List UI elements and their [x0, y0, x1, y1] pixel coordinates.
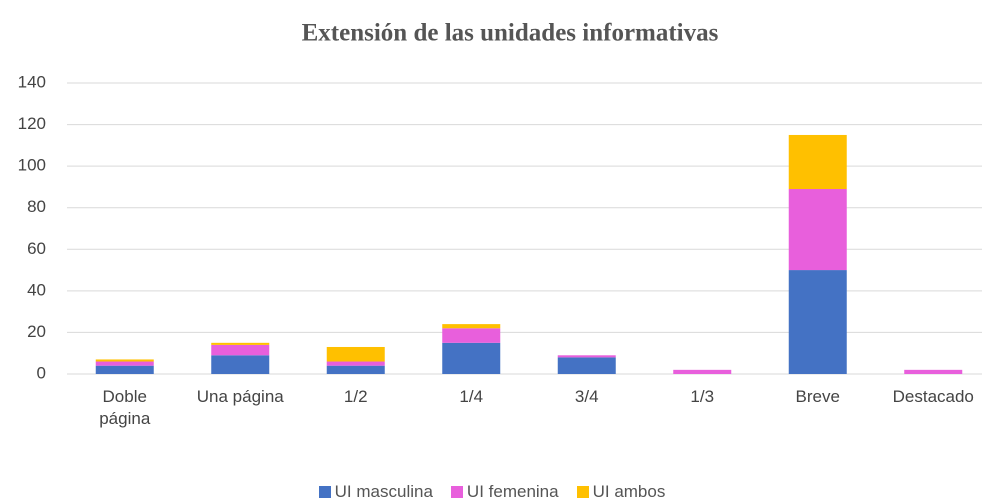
- bar-segment: [904, 369, 963, 374]
- bar-segment: [326, 361, 385, 366]
- bar-segment: [442, 328, 501, 343]
- bar-segment: [442, 324, 501, 329]
- bar-segment: [557, 357, 616, 374]
- y-tick-label: 20: [27, 322, 46, 341]
- legend-label: UI femenina: [466, 482, 559, 501]
- chart-title: Extensión de las unidades informativas: [302, 20, 719, 47]
- legend-label: UI masculina: [334, 482, 433, 501]
- bar-segment: [211, 344, 270, 356]
- legend-swatch: [318, 486, 331, 498]
- y-tick-label: 80: [27, 197, 46, 216]
- bar-segment: [326, 365, 385, 374]
- x-tick-label: Una página: [196, 387, 284, 406]
- bar-segment: [95, 359, 154, 362]
- legend-item: UI femenina: [450, 482, 559, 502]
- y-tick-label: 60: [27, 239, 46, 258]
- y-tick-label: 120: [18, 114, 46, 133]
- bar-segment: [95, 365, 154, 374]
- bar-segment: [211, 355, 270, 374]
- bar-segment: [788, 189, 847, 271]
- legend-swatch: [576, 486, 589, 498]
- y-tick-label: 40: [27, 280, 46, 299]
- x-tick-label: Breve: [795, 387, 840, 406]
- bar-segment: [557, 355, 616, 358]
- y-tick-label: 140: [18, 72, 46, 91]
- y-tick-label: 100: [18, 156, 46, 175]
- legend-swatch: [450, 486, 463, 498]
- y-tick-label: 0: [37, 363, 46, 382]
- bar-segment: [211, 342, 270, 345]
- bar-segment: [326, 346, 385, 362]
- bar-segment: [673, 369, 732, 374]
- legend: UI masculina UI femenina UI ambos: [0, 482, 984, 502]
- bar-segment: [788, 270, 847, 374]
- legend-label: UI ambos: [592, 482, 666, 501]
- legend-item: UI masculina: [318, 482, 433, 502]
- x-tick-label: 3/4: [574, 387, 599, 406]
- bar-segment: [788, 134, 847, 190]
- x-tick-label: Destacado: [892, 387, 974, 406]
- x-tick-label: 1/2: [343, 387, 368, 406]
- x-tick-label: Doble página: [99, 387, 151, 428]
- bar-segment: [442, 342, 501, 374]
- x-tick-label: 1/4: [459, 387, 484, 406]
- bar-segment: [95, 361, 154, 366]
- legend-item: UI ambos: [576, 482, 666, 502]
- x-tick-label: 1/3: [690, 387, 715, 406]
